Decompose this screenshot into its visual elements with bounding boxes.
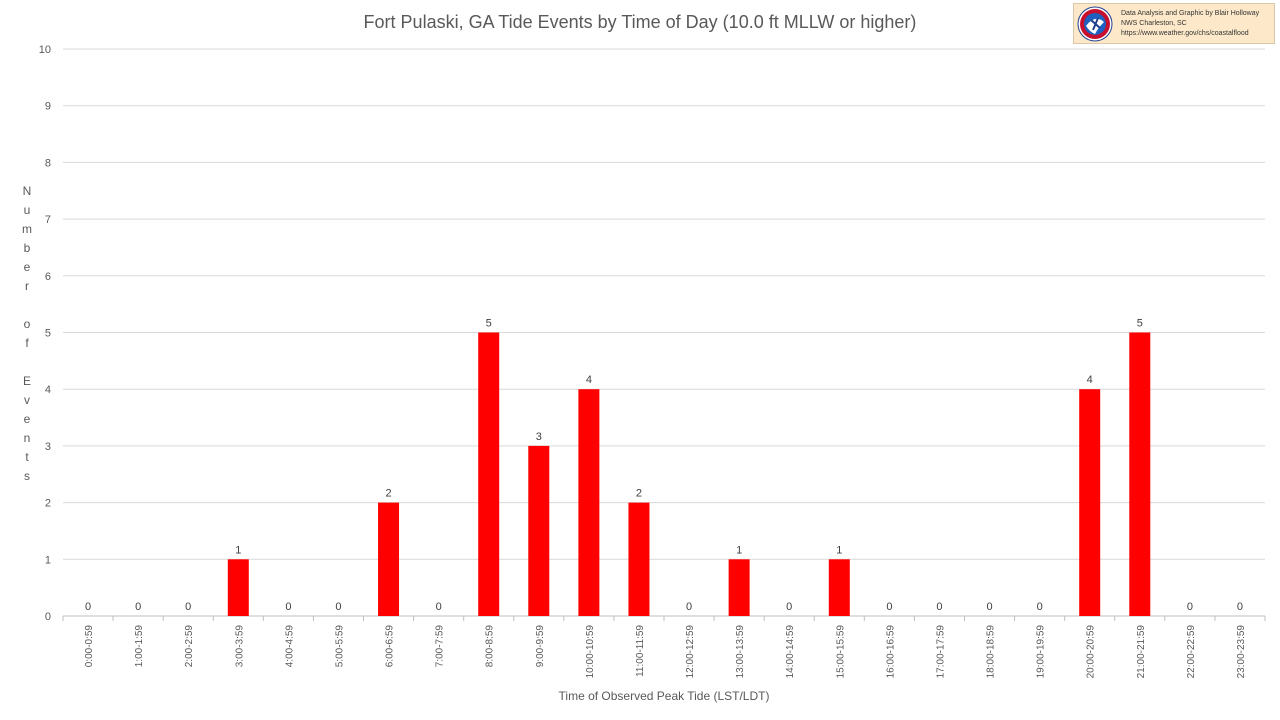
bar	[378, 502, 400, 616]
x-tick-label: 23:00-23:59	[1236, 625, 1247, 679]
x-tick-label: 11:00-11:59	[635, 625, 646, 677]
data-label: 0	[1187, 601, 1193, 613]
x-tick-label: 21:00-21:59	[1136, 625, 1147, 679]
y-tick-label: 7	[45, 214, 51, 226]
y-tick-label: 5	[45, 328, 51, 340]
y-tick-label: 8	[45, 157, 51, 169]
data-label: 0	[936, 601, 942, 613]
data-label: 5	[486, 318, 492, 330]
y-tick-label: 4	[45, 384, 51, 396]
bars	[227, 332, 1151, 616]
x-tick-label: 18:00-18:59	[986, 625, 997, 679]
x-tick-label: 19:00-19:59	[1036, 625, 1047, 679]
data-label: 0	[686, 601, 692, 613]
x-tick-label: 15:00-15:59	[835, 625, 846, 679]
gridlines	[62, 48, 1266, 621]
x-tick-label: 16:00-16:59	[885, 625, 896, 679]
x-tick-label: 1:00-1:59	[134, 625, 145, 668]
credit-box: Data Analysis and Graphic by Blair Hollo…	[1073, 3, 1275, 44]
data-label: 0	[1237, 601, 1243, 613]
data-label: 2	[385, 488, 391, 500]
data-label: 5	[1137, 318, 1143, 330]
x-tick-label: 17:00-17:59	[935, 625, 946, 679]
x-tick-label: 8:00-8:59	[485, 625, 496, 668]
data-labels: 0 0 0 1 0 0 2 0 5 3 4 2 0 1 0 1 0 0 0 0 4 5 0 0	[85, 318, 1243, 614]
x-tick-label: 10:00-10:59	[585, 625, 596, 679]
y-axis-title-char: v	[24, 393, 30, 407]
data-label: 1	[736, 544, 742, 556]
x-tick-label: 4:00-4:59	[284, 625, 295, 668]
x-tick-label: 14:00-14:59	[785, 625, 796, 679]
y-tick-label: 2	[45, 498, 51, 510]
credit-office: NWS Charleston, SC	[1121, 20, 1187, 27]
y-axis-title-char: s	[24, 469, 30, 483]
y-tick-label: 1	[45, 554, 51, 566]
data-label: 0	[85, 601, 91, 613]
x-tick-label: 9:00-9:59	[535, 625, 546, 668]
data-label: 0	[986, 601, 992, 613]
y-axis-title-char: f	[25, 336, 29, 350]
bar	[828, 559, 850, 616]
x-tick-label: 20:00-20:59	[1086, 625, 1097, 679]
bar	[1079, 389, 1101, 616]
x-tick-label: 13:00-13:59	[735, 625, 746, 679]
y-axis-title-char: m	[22, 222, 32, 236]
y-axis-title-char: e	[24, 260, 31, 274]
data-label: 4	[1087, 374, 1093, 386]
nws-logo-icon	[1077, 6, 1113, 42]
x-tick-label: 6:00-6:59	[385, 625, 396, 668]
bar	[528, 445, 550, 616]
data-label: 4	[586, 374, 592, 386]
x-axis-ticks: 0:00-0:59 1:00-1:59 2:00-2:59 3:00-3:59 4:00…	[84, 625, 1247, 679]
credit-url: https://www.weather.gov/chs/coastalflood	[1121, 30, 1249, 37]
y-axis-title-char: E	[23, 374, 31, 388]
y-axis-ticks: 0 1 2 3 4 5 6 7 8 9 10	[39, 44, 51, 623]
y-axis-title-char: N	[23, 184, 32, 198]
data-label: 0	[886, 601, 892, 613]
data-label: 0	[436, 601, 442, 613]
y-axis-title-char: e	[24, 412, 31, 426]
y-axis-title-char: o	[24, 317, 31, 331]
data-label: 0	[1037, 601, 1043, 613]
bar	[227, 559, 249, 616]
y-tick-label: 6	[45, 271, 51, 283]
bar	[628, 502, 650, 616]
x-tick-label: 22:00-22:59	[1186, 625, 1197, 679]
data-label: 2	[636, 488, 642, 500]
y-axis-title-char: n	[24, 431, 31, 445]
x-tick-label: 3:00-3:59	[234, 625, 245, 668]
data-label: 1	[235, 544, 241, 556]
bar	[1129, 332, 1151, 616]
data-label: 0	[185, 601, 191, 613]
x-tick-label: 2:00-2:59	[184, 625, 195, 668]
x-tick-label: 7:00-7:59	[435, 625, 446, 668]
credit-author: Data Analysis and Graphic by Blair Hollo…	[1121, 10, 1260, 17]
data-label: 0	[135, 601, 141, 613]
bar	[728, 559, 750, 616]
y-tick-label: 0	[45, 611, 51, 623]
bar	[478, 332, 500, 616]
chart-title: Fort Pulaski, GA Tide Events by Time of …	[364, 12, 917, 32]
y-axis-title-char: r	[25, 279, 29, 293]
y-tick-label: 10	[39, 44, 51, 56]
data-label: 0	[786, 601, 792, 613]
y-tick-label: 3	[45, 441, 51, 453]
y-axis-title-char: t	[25, 450, 29, 464]
y-axis-title-char: u	[24, 203, 31, 217]
x-axis-title: Time of Observed Peak Tide (LST/LDT)	[559, 689, 770, 703]
data-label: 0	[335, 601, 341, 613]
x-tick-label: 5:00-5:59	[334, 625, 345, 668]
y-axis-title-char: b	[24, 241, 31, 255]
data-label: 0	[285, 601, 291, 613]
credit-text: Data Analysis and Graphic by Blair Hollo…	[1121, 9, 1259, 39]
x-tick-label: 0:00-0:59	[84, 625, 95, 668]
bar	[578, 389, 600, 616]
data-label: 3	[536, 431, 542, 443]
data-label: 1	[836, 544, 842, 556]
x-tick-label: 12:00-12:59	[685, 625, 696, 679]
y-tick-label: 9	[45, 101, 51, 113]
